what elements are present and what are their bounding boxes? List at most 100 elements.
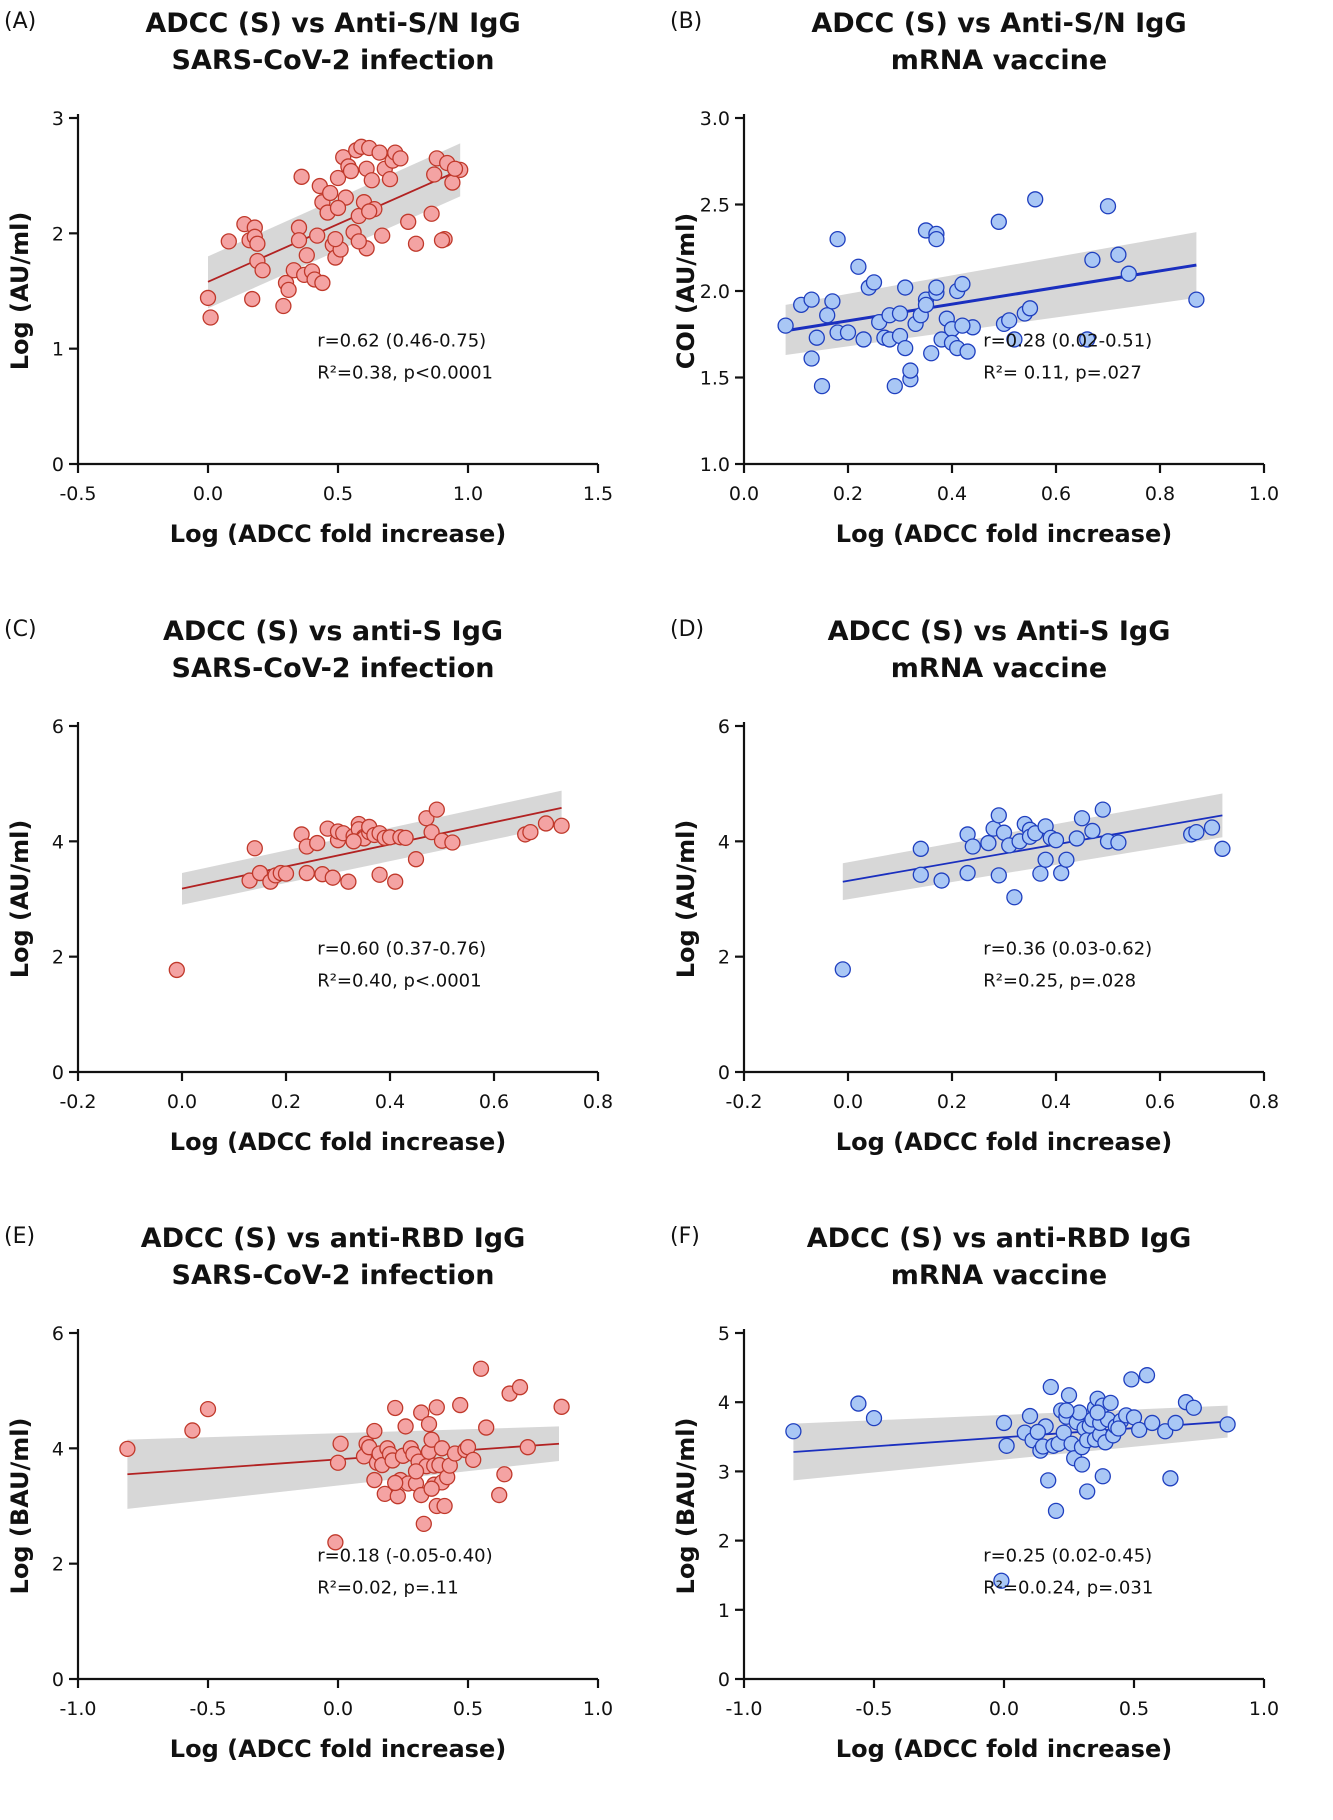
- data-point: [332, 1435, 349, 1452]
- chart-svg: (A) ADCC (S) vs Anti-S/N IgG SARS-CoV-2 in…: [4, 8, 613, 548]
- data-point: [478, 1419, 495, 1436]
- data-point: [371, 144, 388, 161]
- data-point: [511, 1379, 529, 1396]
- data-point: [891, 305, 909, 322]
- data-point: [322, 184, 339, 202]
- y-tick-label: 2.5: [700, 195, 730, 217]
- panel-label: (C): [4, 617, 37, 642]
- data-point: [418, 810, 435, 827]
- chart-subtitle: SARS-CoV-2 infection: [172, 653, 495, 684]
- correlation-stat: r=0.62 (0.46-0.75): [317, 330, 486, 351]
- y-tick-label: 2: [52, 947, 64, 969]
- data-point: [371, 866, 388, 883]
- x-tick-label: -0.5: [59, 483, 96, 505]
- data-point: [350, 233, 367, 250]
- chart-svg: (C) ADCC (S) vs anti-S IgG SARS-CoV-2 infe…: [4, 616, 613, 1156]
- correlation-stat: r=0.60 (0.37-0.76): [317, 938, 486, 959]
- data-point: [342, 162, 360, 180]
- data-point: [293, 168, 310, 185]
- x-axis-label: Log (ADCC fold increase): [170, 520, 506, 548]
- data-point: [1001, 312, 1018, 329]
- chart-svg: (F) ADCC (S) vs anti-RBD IgG mRNA vaccine 0…: [670, 1223, 1279, 1763]
- data-point: [423, 205, 440, 222]
- chart-title: ADCC (S) vs Anti-S/N IgG: [811, 8, 1186, 39]
- data-point: [423, 1480, 440, 1497]
- data-point: [928, 230, 945, 248]
- y-axis-label: Log (BAU/ml): [6, 1418, 34, 1595]
- data-point: [785, 1423, 802, 1440]
- x-tick-label: 0.4: [937, 483, 967, 505]
- data-point: [1040, 1472, 1057, 1489]
- x-tick-label: 0.0: [193, 483, 223, 505]
- data-point: [220, 233, 237, 250]
- chart-title: ADCC (S) vs anti-RBD IgG: [141, 1223, 525, 1254]
- data-point: [959, 864, 976, 882]
- y-tick-label: 2: [718, 1531, 730, 1553]
- data-point: [1037, 851, 1054, 868]
- data-point: [329, 1454, 347, 1471]
- data-point: [917, 296, 935, 313]
- data-point: [428, 801, 445, 818]
- data-point: [1131, 1421, 1148, 1439]
- y-tick-label: 2: [718, 947, 730, 969]
- data-point: [990, 807, 1007, 824]
- x-tick-label: 0.6: [479, 1091, 509, 1113]
- x-tick-label: 0.8: [583, 1091, 613, 1113]
- data-point: [1185, 1399, 1202, 1416]
- x-tick-label: 0.0: [323, 1698, 353, 1720]
- panel-label: (B): [670, 9, 702, 34]
- data-point: [465, 1451, 482, 1469]
- data-point: [423, 1431, 440, 1448]
- correlation-stat: r=0.28 (0.02-0.51): [983, 330, 1152, 351]
- x-tick-label: -0.2: [59, 1091, 96, 1113]
- data-point: [387, 873, 404, 890]
- data-point: [436, 1497, 453, 1515]
- data-point: [1032, 865, 1049, 882]
- y-tick-label: 2: [52, 223, 64, 245]
- data-point: [452, 1396, 469, 1414]
- data-point: [329, 199, 347, 217]
- data-point: [1102, 1394, 1119, 1412]
- panel-f: (F) ADCC (S) vs anti-RBD IgG mRNA vaccine 0…: [666, 1215, 1332, 1820]
- data-point: [446, 160, 464, 177]
- x-tick-label: -0.5: [189, 1698, 226, 1720]
- regression-stat: R²=0.40, p<.0001: [317, 970, 481, 991]
- x-tick-label: 1.0: [583, 1698, 613, 1720]
- data-point: [254, 262, 271, 279]
- data-point: [1110, 246, 1127, 263]
- data-point: [280, 281, 297, 298]
- x-tick-label: -0.5: [855, 1698, 892, 1720]
- data-point: [277, 865, 295, 882]
- y-tick-label: 0: [52, 1062, 64, 1084]
- data-point: [381, 170, 399, 188]
- chart-subtitle: mRNA vaccine: [891, 45, 1107, 76]
- data-point: [397, 1418, 414, 1435]
- chart-svg: (D) ADCC (S) vs Anti-S IgG mRNA vaccine 0 2 4…: [670, 616, 1279, 1156]
- data-point: [834, 961, 851, 978]
- data-point: [1219, 1416, 1236, 1433]
- data-point: [327, 1534, 344, 1551]
- y-tick-label: 1.5: [700, 368, 730, 390]
- x-tick-label: 0.8: [1249, 1091, 1279, 1113]
- x-tick-label: -0.2: [725, 1091, 762, 1113]
- x-tick-label: 0.6: [1041, 483, 1071, 505]
- data-point: [902, 362, 919, 379]
- panel-a: (A) ADCC (S) vs Anti-S/N IgG SARS-CoV-2 in…: [0, 0, 666, 605]
- regression-stat: R²=0.0.24, p=.031: [983, 1577, 1153, 1598]
- x-tick-label: 0.4: [375, 1091, 405, 1113]
- x-tick-label: 1.0: [1249, 483, 1279, 505]
- panel-label: (A): [4, 9, 36, 34]
- chart-title: ADCC (S) vs Anti-S/N IgG: [145, 8, 520, 39]
- x-tick-label: 1.5: [583, 483, 613, 505]
- y-tick-label: 6: [718, 716, 730, 738]
- data-point: [168, 961, 185, 979]
- panel-d: (D) ADCC (S) vs Anti-S IgG mRNA vaccine 0 2 4…: [666, 608, 1332, 1213]
- data-point: [1073, 810, 1091, 827]
- chart-subtitle: mRNA vaccine: [891, 1260, 1107, 1291]
- y-tick-label: 3.0: [700, 108, 730, 130]
- data-point: [855, 331, 872, 348]
- data-point: [1021, 300, 1039, 317]
- data-point: [1123, 1371, 1140, 1388]
- data-point: [954, 317, 971, 334]
- data-point: [1060, 1387, 1078, 1404]
